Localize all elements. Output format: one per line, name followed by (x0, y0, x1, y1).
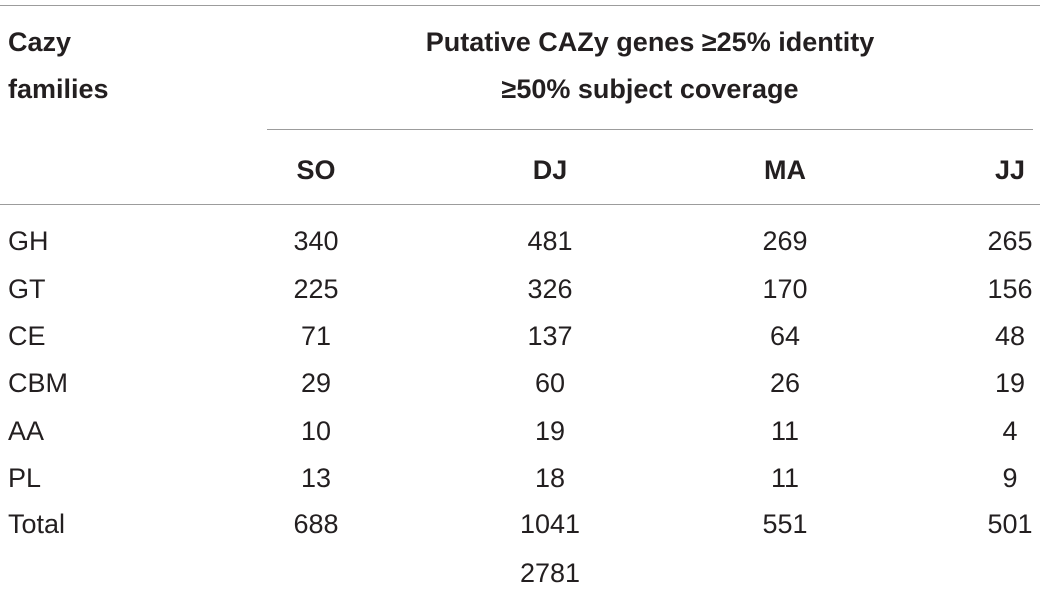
total-cell: 1041 (519, 509, 581, 539)
table-cell: 29 (300, 368, 332, 398)
table-cell: 9 (1002, 463, 1018, 493)
table-top-rule (0, 5, 1040, 6)
table-cell: 340 (293, 226, 339, 256)
table-cell: 64 (769, 321, 801, 351)
table-cell: 19 (994, 368, 1026, 398)
table-cell: 19 (534, 416, 566, 446)
table-cell: 18 (534, 463, 566, 493)
table-cell: 326 (527, 274, 573, 304)
row-label: AA (8, 416, 45, 446)
total-cell: 501 (987, 509, 1033, 539)
header-bottom-rule (0, 204, 1040, 205)
table-cell: 48 (994, 321, 1026, 351)
column-header-so: SO (296, 155, 336, 185)
span-header: ≥50% subject coverage (501, 74, 799, 104)
row-label: CE (8, 321, 46, 351)
column-header-jj: JJ (994, 155, 1026, 185)
total-row-label: Total (8, 509, 66, 539)
table-cell: 26 (769, 368, 801, 398)
table-cell: 137 (527, 321, 573, 351)
row-label: GH (8, 226, 49, 256)
row-label: GT (8, 274, 46, 304)
total-cell: 551 (762, 509, 808, 539)
span-header: Putative CAZy genes ≥25% identity (425, 27, 875, 57)
table-cell: 11 (770, 463, 800, 493)
table-cell: 156 (987, 274, 1033, 304)
table-cell: 269 (762, 226, 808, 256)
table-cell: 71 (300, 321, 332, 351)
table-cell: 13 (300, 463, 332, 493)
column-header-dj: DJ (532, 155, 568, 185)
row-header-label: families (8, 74, 109, 104)
table-cell: 10 (300, 416, 332, 446)
table-cell: 60 (534, 368, 566, 398)
span-header-rule (267, 129, 1033, 130)
table-cell: 265 (987, 226, 1033, 256)
table-cell: 11 (770, 416, 800, 446)
table-cell: 4 (1002, 416, 1018, 446)
table-cell: 170 (762, 274, 808, 304)
row-header-label: Cazy (8, 27, 72, 57)
grand-total: 2781 (519, 558, 581, 588)
total-cell: 688 (293, 509, 339, 539)
row-label: PL (8, 463, 42, 493)
table-cell: 225 (293, 274, 339, 304)
row-label: CBM (8, 368, 68, 398)
table-cell: 481 (527, 226, 573, 256)
column-header-ma: MA (764, 155, 806, 185)
